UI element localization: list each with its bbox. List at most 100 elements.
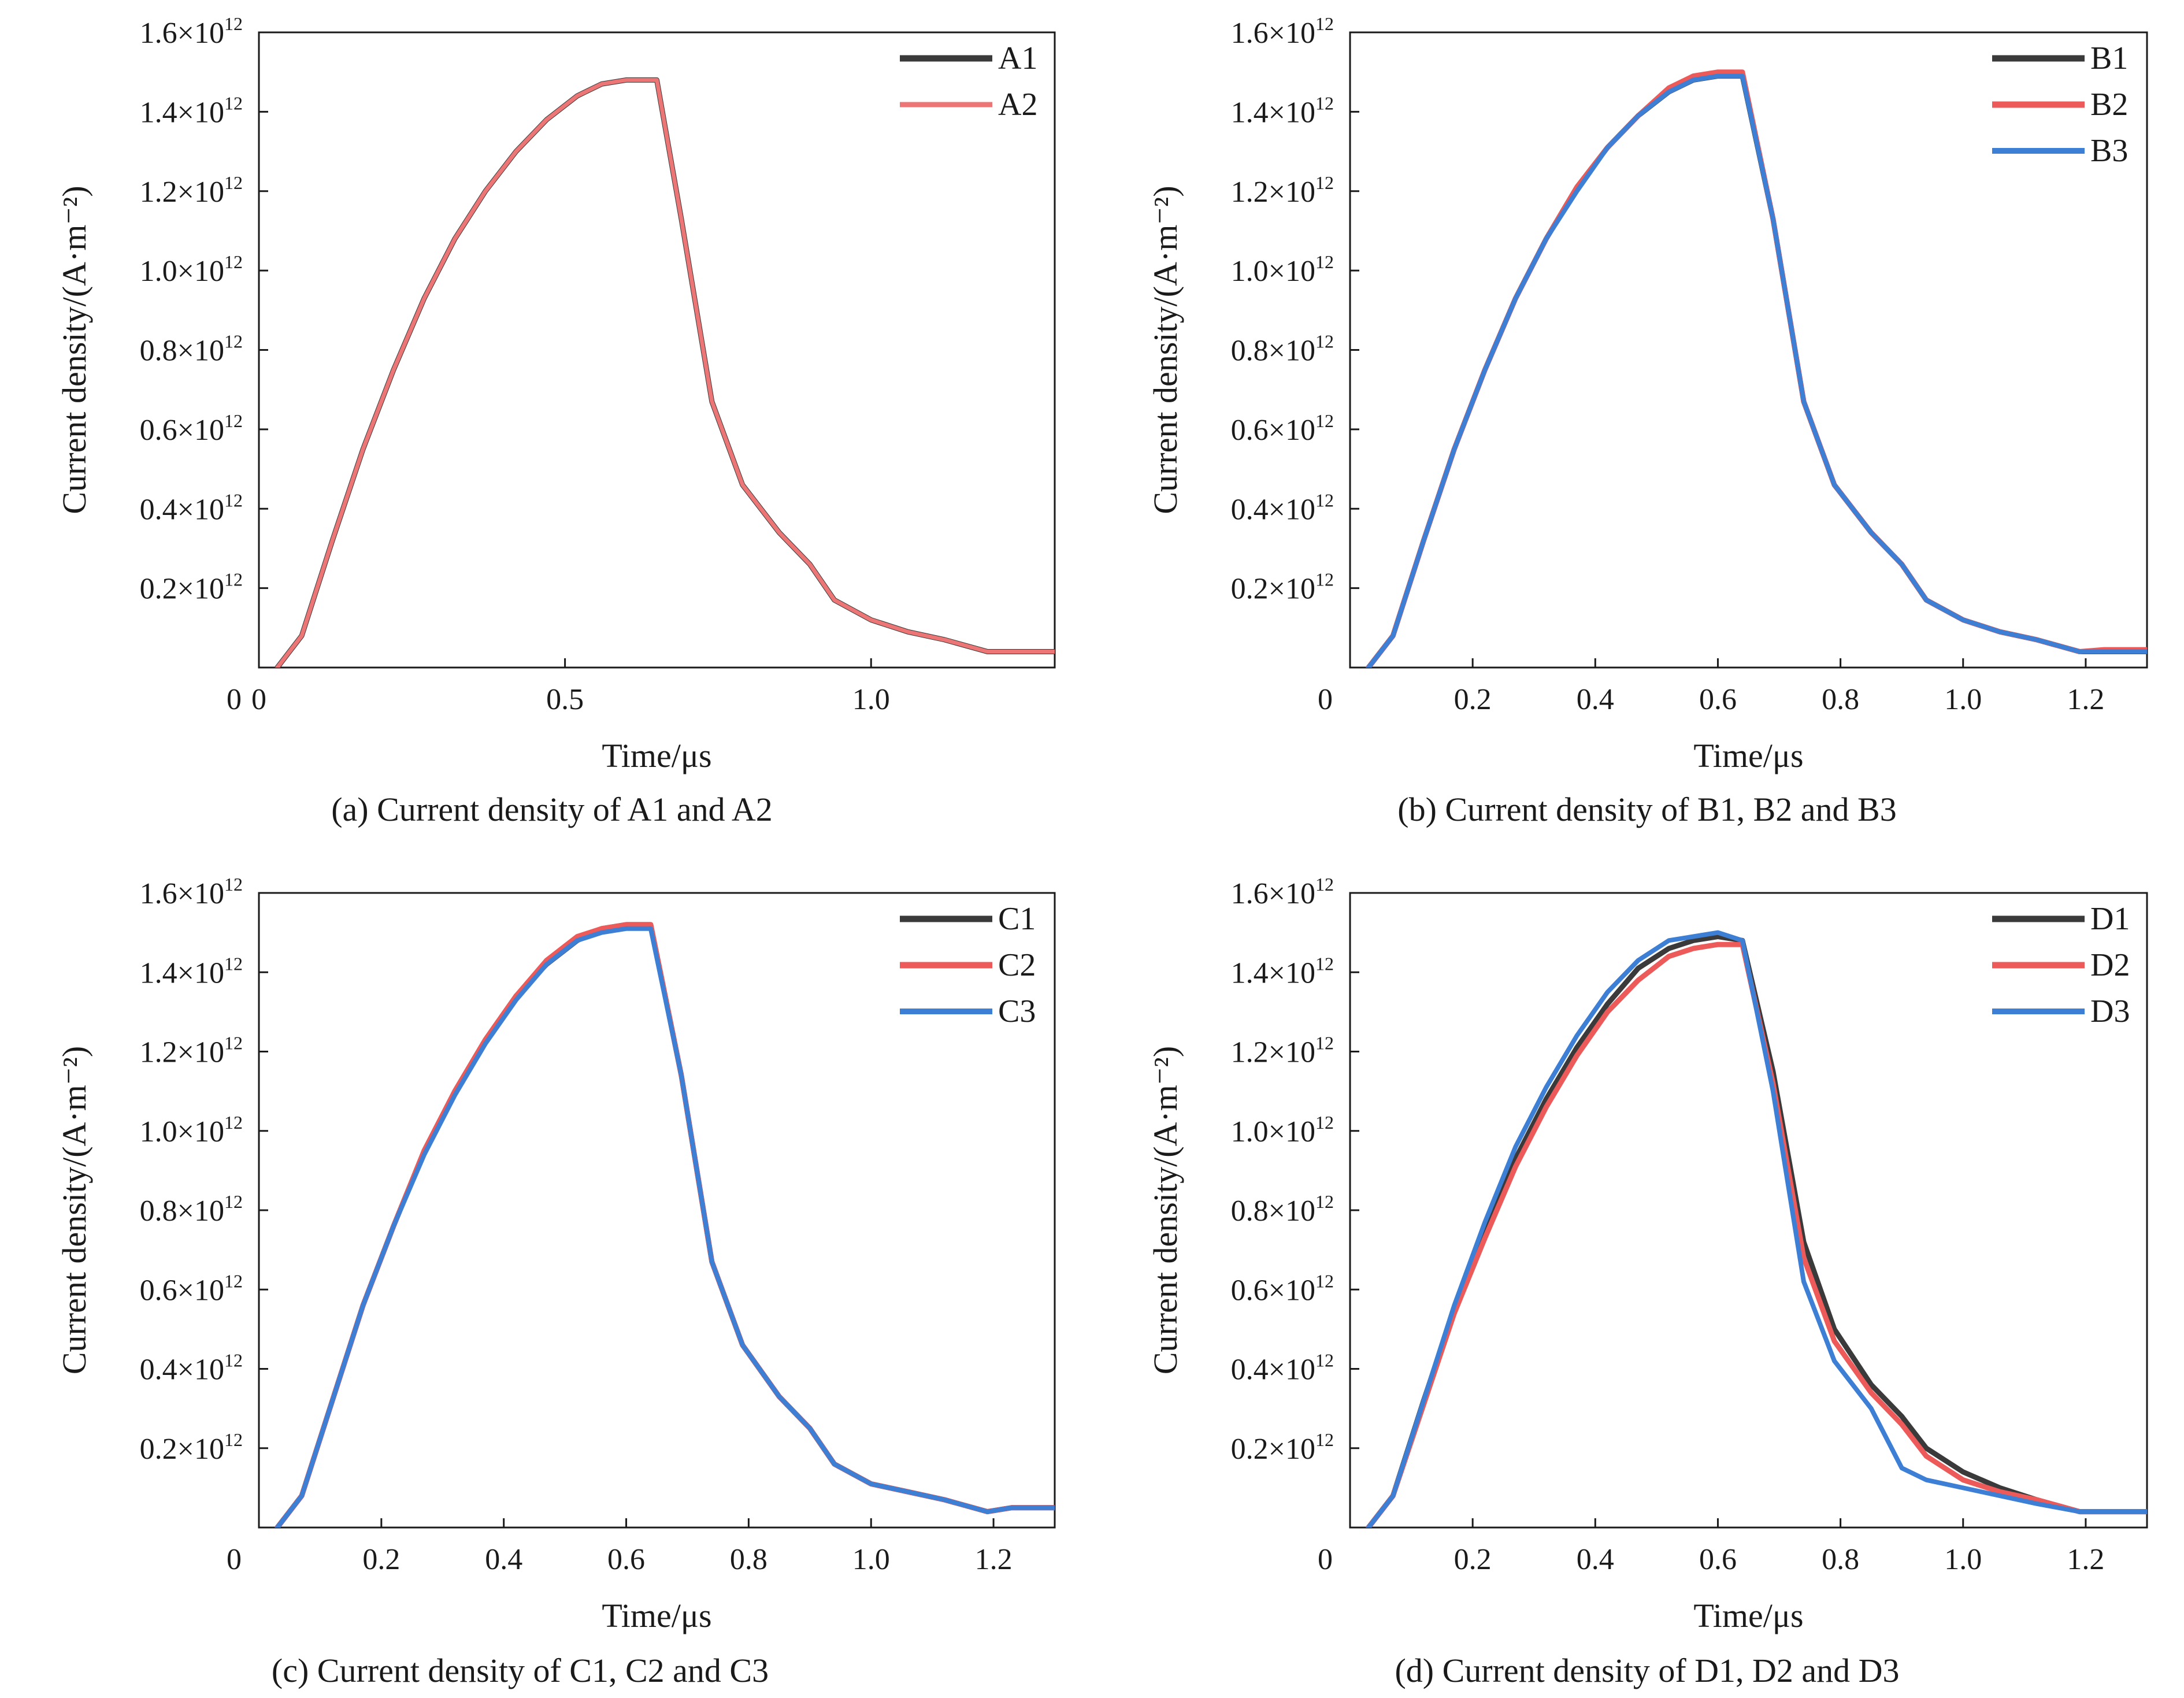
y-tick-mantissa: 0.4×10	[1231, 493, 1315, 526]
y-tick-exponent: 12	[1315, 251, 1334, 272]
plot-frame	[258, 31, 1056, 669]
y-tick-exponent: 12	[224, 1033, 243, 1054]
y-tick-exponent: 12	[224, 92, 243, 113]
legend-label: B2	[2090, 87, 2128, 123]
y-tick-label: 0.6×1012	[1231, 410, 1334, 447]
legend-label: B3	[2090, 133, 2128, 169]
x-tick-label: 0.2	[1454, 1543, 1492, 1576]
panel-caption: (a) Current density of A1 and A2	[331, 791, 773, 828]
legend-label: D2	[2090, 947, 2130, 983]
x-tick-label: 0.2	[1454, 683, 1492, 716]
y-tick-label: 1.6×1012	[140, 13, 243, 50]
y-tick-exponent: 12	[1315, 490, 1334, 510]
y-tick-mantissa: 0.6×10	[1231, 414, 1315, 447]
x-tick-label: 0.6	[1699, 683, 1737, 716]
y-tick-exponent: 12	[224, 490, 243, 510]
y-tick-label: 1.0×1012	[1231, 251, 1334, 288]
y-tick-label: 1.0×1012	[1231, 1112, 1334, 1148]
series-line-b3	[1366, 73, 2147, 668]
y-axis-label: Current density/(A·m⁻²)	[55, 186, 93, 514]
x-tick-label: 1.2	[975, 1543, 1013, 1576]
y-tick-exponent: 12	[1315, 1350, 1334, 1371]
y-tick-exponent: 12	[1315, 569, 1334, 590]
legend-label: A2	[998, 87, 1037, 123]
y-tick-exponent: 12	[1315, 1191, 1334, 1212]
x-tick-label: 0.8	[1822, 683, 1859, 716]
x-tick-label: 0	[251, 683, 266, 716]
y-tick-label: 0.4×1012	[1231, 490, 1334, 526]
y-tick-label: 1.6×1012	[140, 874, 243, 910]
legend-label: A1	[998, 40, 1037, 76]
y-tick-label: 1.2×1012	[140, 1033, 243, 1069]
y-axis-label: Current density/(A·m⁻²)	[1147, 1046, 1184, 1374]
y-axis-label: Current density/(A·m⁻²)	[55, 1046, 93, 1374]
y-tick-label: 0.8×1012	[1231, 1191, 1334, 1228]
y-tick-label: 0.4×1012	[1231, 1350, 1334, 1386]
y-tick-label: 1.0×1012	[140, 251, 243, 288]
y-tick-mantissa: 0.4×10	[140, 493, 224, 526]
chart-panel-c: (c) Current density of C1, C2 and C3 0.2…	[55, 874, 1056, 1689]
y-tick-mantissa: 1.6×10	[1231, 17, 1315, 50]
y-tick-label: 0.6×1012	[140, 1270, 243, 1307]
panel-caption: (d) Current density of D1, D2 and D3	[1395, 1652, 1899, 1689]
legend-label: C2	[998, 947, 1036, 983]
y-tick-label: 0.6×1012	[1231, 1270, 1334, 1307]
x-axis-label: Time/μs	[1693, 1597, 1803, 1634]
y-tick-exponent: 12	[1315, 1112, 1334, 1133]
y-tick-label: 1.4×1012	[140, 92, 243, 129]
y-tick-mantissa: 1.2×10	[140, 176, 224, 209]
panel-caption: (c) Current density of C1, C2 and C3	[272, 1652, 769, 1689]
y-tick-exponent: 12	[224, 1350, 243, 1371]
x-tick-label: 1.2	[2067, 683, 2104, 716]
y-tick-mantissa: 0.4×10	[1231, 1354, 1315, 1386]
y-tick-mantissa: 0.2×10	[1231, 573, 1315, 606]
y-tick-exponent: 12	[1315, 331, 1334, 352]
y-tick-label: 1.2×1012	[1231, 172, 1334, 209]
y-tick-exponent: 12	[224, 1429, 243, 1450]
y-tick-exponent: 12	[224, 331, 243, 352]
origin-label: 0	[1318, 1543, 1333, 1576]
y-tick-exponent: 12	[224, 251, 243, 272]
x-axis-label: Time/μs	[602, 737, 711, 774]
chart-panel-a: (a) Current density of A1 and A2 0.2×101…	[55, 13, 1056, 828]
y-tick-label: 0.2×1012	[140, 569, 243, 606]
y-tick-exponent: 12	[1315, 1429, 1334, 1450]
x-tick-label: 0.4	[485, 1543, 522, 1576]
y-tick-mantissa: 1.4×10	[140, 96, 224, 129]
legend-label: D1	[2090, 901, 2130, 937]
y-tick-mantissa: 0.2×10	[140, 1433, 224, 1466]
x-tick-label: 1.0	[1944, 1543, 1982, 1576]
y-tick-mantissa: 0.4×10	[140, 1354, 224, 1386]
x-axis-label: Time/μs	[602, 1597, 711, 1634]
x-tick-label: 0.5	[546, 683, 584, 716]
y-tick-label: 1.2×1012	[140, 172, 243, 209]
y-tick-exponent: 12	[224, 410, 243, 431]
origin-label: 0	[227, 683, 242, 716]
y-tick-exponent: 12	[224, 1191, 243, 1212]
y-tick-mantissa: 1.6×10	[140, 877, 224, 910]
y-tick-label: 1.6×1012	[1231, 874, 1334, 910]
y-tick-mantissa: 0.6×10	[140, 1274, 224, 1307]
plot-frame	[1349, 31, 2148, 669]
x-axis-label: Time/μs	[1693, 737, 1803, 774]
y-tick-label: 0.6×1012	[140, 410, 243, 447]
y-tick-label: 1.6×1012	[1231, 13, 1334, 50]
y-tick-mantissa: 0.6×10	[1231, 1274, 1315, 1307]
y-tick-label: 1.4×1012	[1231, 953, 1334, 989]
y-tick-mantissa: 0.8×10	[140, 1195, 224, 1228]
y-tick-mantissa: 1.0×10	[140, 1115, 224, 1148]
series-line-d3	[1366, 930, 2147, 1528]
panel-caption: (b) Current density of B1, B2 and B3	[1397, 791, 1896, 828]
y-tick-exponent: 12	[1315, 172, 1334, 193]
x-tick-label: 1.2	[2067, 1543, 2104, 1576]
y-tick-mantissa: 1.4×10	[1231, 956, 1315, 989]
x-tick-label: 0.6	[607, 1543, 645, 1576]
chart-panel-d: (d) Current density of D1, D2 and D3 0.2…	[1147, 874, 2148, 1689]
series-line-c3	[275, 926, 1055, 1528]
y-tick-label: 0.8×1012	[140, 331, 243, 368]
y-tick-label: 1.4×1012	[140, 953, 243, 989]
y-tick-exponent: 12	[1315, 953, 1334, 974]
x-tick-label: 1.0	[852, 1543, 890, 1576]
chart-panel-b: (b) Current density of B1, B2 and B3 0.2…	[1147, 13, 2148, 828]
